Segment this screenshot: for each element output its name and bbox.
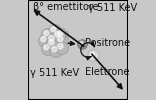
- Text: γ 511 KeV: γ 511 KeV: [30, 68, 79, 78]
- Circle shape: [49, 40, 54, 45]
- Circle shape: [39, 34, 51, 48]
- Circle shape: [41, 28, 54, 42]
- Text: Elettrone: Elettrone: [85, 67, 129, 77]
- Circle shape: [56, 34, 68, 48]
- Circle shape: [49, 36, 54, 41]
- Circle shape: [41, 37, 46, 42]
- Circle shape: [88, 50, 99, 61]
- Circle shape: [51, 27, 56, 32]
- Circle shape: [49, 24, 61, 38]
- Circle shape: [46, 34, 59, 46]
- Text: Positrone: Positrone: [85, 38, 130, 48]
- Circle shape: [46, 38, 59, 50]
- Circle shape: [44, 45, 49, 50]
- Text: γ 511 KeV: γ 511 KeV: [88, 3, 137, 13]
- Circle shape: [90, 52, 94, 56]
- Circle shape: [52, 47, 57, 52]
- Text: β° emettitore: β° emettitore: [33, 2, 99, 12]
- Circle shape: [41, 42, 54, 56]
- Circle shape: [56, 42, 68, 55]
- Circle shape: [79, 41, 83, 45]
- Circle shape: [58, 37, 63, 42]
- Circle shape: [58, 44, 63, 49]
- Circle shape: [58, 31, 63, 36]
- Circle shape: [55, 32, 60, 37]
- Circle shape: [49, 44, 63, 57]
- Circle shape: [44, 31, 49, 36]
- Circle shape: [56, 28, 68, 42]
- Circle shape: [53, 30, 66, 42]
- Circle shape: [78, 40, 87, 49]
